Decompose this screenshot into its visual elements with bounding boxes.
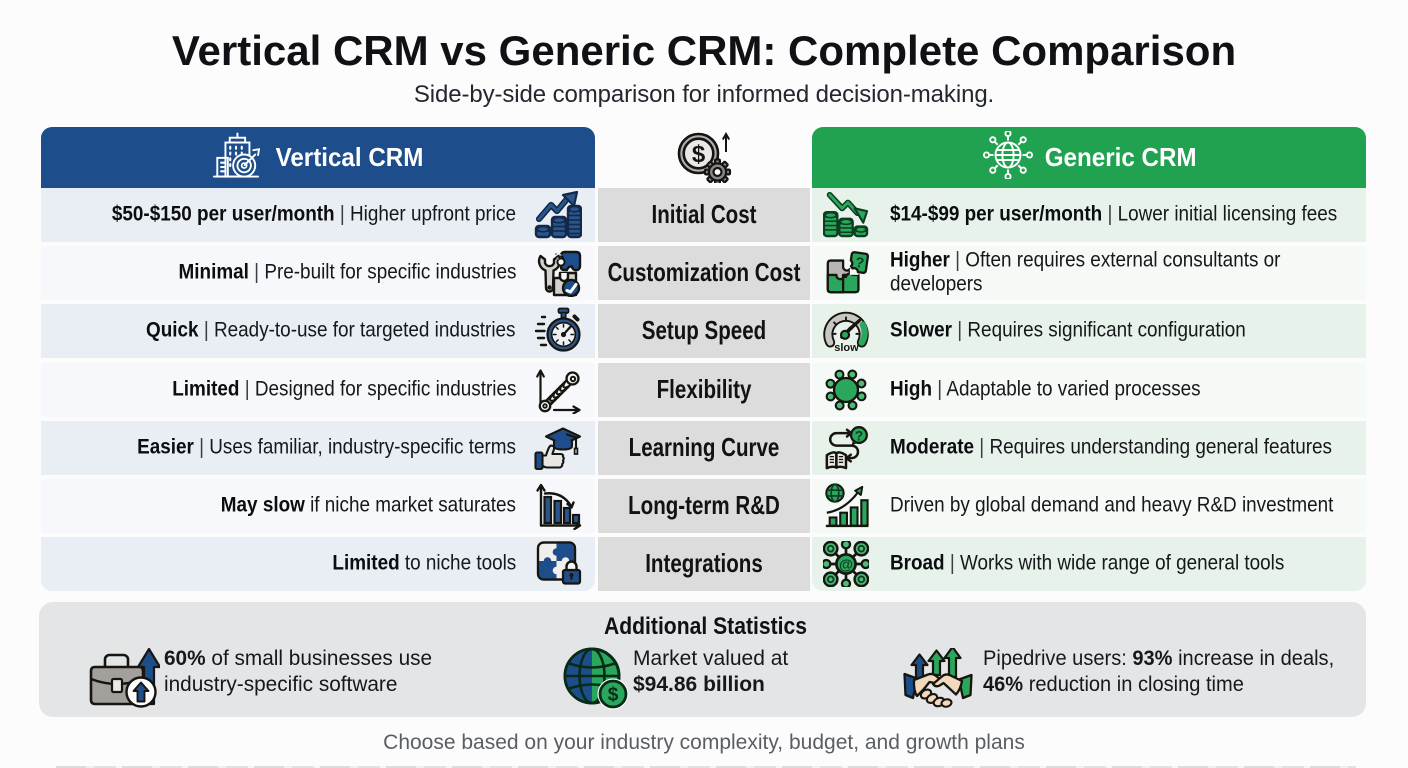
svg-text:$: $	[608, 685, 619, 706]
svg-text:@: @	[839, 557, 853, 573]
svg-text:$: $	[692, 141, 706, 168]
svg-text:slow: slow	[834, 342, 859, 354]
svg-text:?: ?	[855, 427, 863, 443]
svg-text:?: ?	[854, 255, 865, 272]
